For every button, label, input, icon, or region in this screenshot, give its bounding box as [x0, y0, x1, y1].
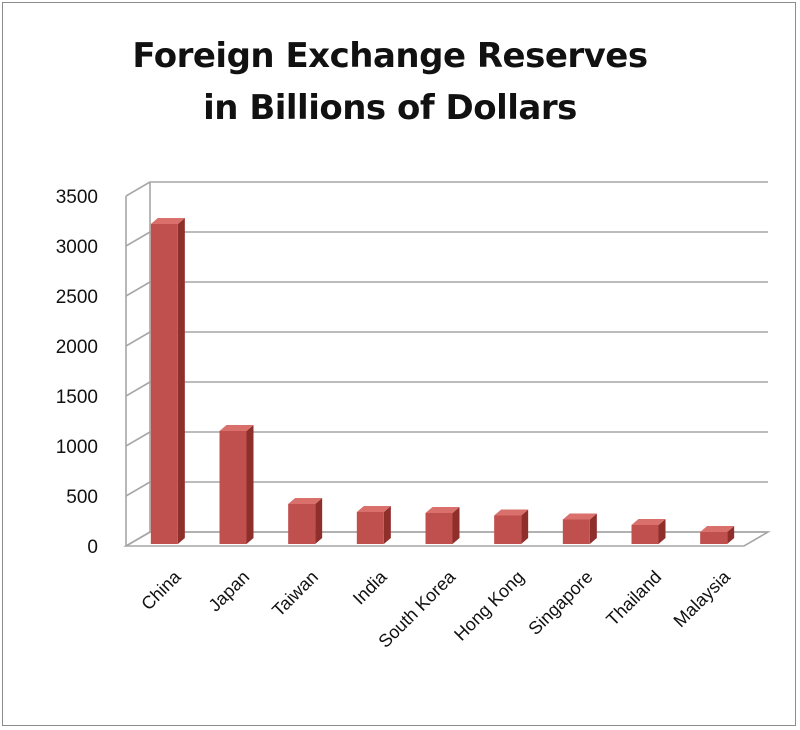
gridline-depth — [125, 481, 151, 497]
bar-side — [315, 498, 323, 544]
gridline-depth — [125, 181, 151, 197]
bar-front — [700, 532, 728, 544]
bar-top — [219, 425, 254, 431]
x-tick-label: Thailand — [602, 567, 665, 630]
bar-side — [246, 425, 254, 544]
gridline-depth — [125, 431, 151, 447]
bar — [631, 519, 666, 544]
x-tick-label: Malaysia — [670, 566, 735, 631]
bar-top — [631, 519, 666, 525]
chart-title-line-1: Foreign Exchange Reserves — [132, 36, 648, 76]
bar-front — [150, 224, 178, 544]
x-tick-label: Japan — [205, 567, 254, 616]
bar — [150, 218, 185, 544]
bar-side — [589, 513, 597, 544]
bar-side — [452, 507, 460, 544]
bar-front — [631, 525, 659, 544]
bars-layer — [150, 218, 735, 544]
bar — [700, 526, 735, 544]
bar-front — [562, 519, 590, 544]
bar — [494, 509, 529, 544]
chart-title: Foreign Exchange Reserves in Billions of… — [0, 30, 780, 134]
bar-side — [177, 218, 185, 544]
bar-front — [494, 515, 522, 544]
bar — [219, 425, 254, 544]
y-tick-label: 1000 — [56, 437, 98, 458]
bar-top — [700, 526, 735, 532]
x-tick-label: Singapore — [524, 567, 596, 639]
bar — [288, 498, 323, 544]
bar-top — [562, 513, 597, 520]
bar-front — [356, 512, 384, 544]
gridline-depth — [125, 281, 151, 297]
bar — [356, 506, 391, 544]
y-tick-label: 2500 — [56, 287, 98, 308]
chart-title-line-2: in Billions of Dollars — [203, 88, 577, 128]
bar-top — [425, 507, 460, 513]
bar-top — [356, 506, 391, 512]
y-tick-label: 1500 — [56, 387, 98, 408]
gridline-depth — [125, 381, 151, 397]
bar-side — [383, 506, 391, 544]
bar — [425, 507, 460, 544]
bar-top — [150, 218, 185, 224]
y-tick-label: 500 — [66, 487, 98, 508]
bar-side — [658, 519, 666, 544]
y-tick-label: 0 — [87, 537, 98, 558]
y-tick-label: 2000 — [56, 337, 98, 358]
floor-outline — [123, 531, 771, 547]
bar-front — [219, 431, 247, 544]
gridline-depth — [125, 331, 151, 347]
y-tick-label: 3500 — [56, 187, 98, 208]
gridline-depth — [125, 231, 151, 247]
bar — [562, 513, 597, 544]
x-tick-label: China — [137, 566, 185, 614]
bar-top — [494, 509, 529, 516]
bar-top — [288, 498, 323, 504]
bar-front — [425, 513, 453, 544]
bar-front — [288, 504, 316, 544]
bar-side — [521, 509, 529, 544]
x-tick-label: Hong Kong — [450, 567, 528, 645]
x-tick-label: India — [349, 566, 391, 608]
x-tick-label: Taiwan — [268, 567, 322, 621]
y-tick-label: 3000 — [56, 237, 98, 258]
